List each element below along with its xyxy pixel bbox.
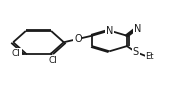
Text: Et: Et [145,52,154,61]
Text: Cl: Cl [12,49,21,58]
Text: N: N [134,24,142,34]
Text: S: S [133,47,139,57]
Text: Cl: Cl [48,56,57,65]
Text: O: O [74,34,82,44]
Text: N: N [106,26,113,36]
